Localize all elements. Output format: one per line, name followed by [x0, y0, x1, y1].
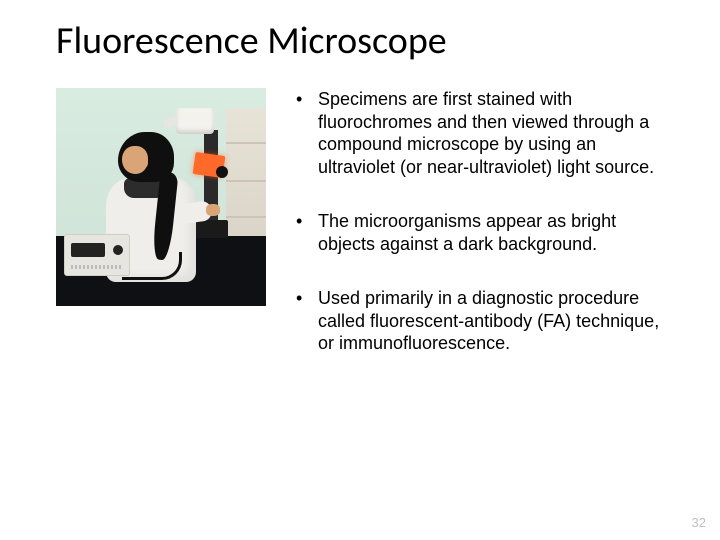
microscope-head [176, 108, 214, 134]
slide: Fluorescence Microscope [0, 0, 720, 540]
shelf-line [226, 216, 266, 218]
psu-display [71, 243, 105, 257]
fiber-cable [122, 252, 182, 280]
ear [140, 158, 148, 168]
shelf [226, 108, 266, 248]
psu-vent [71, 265, 121, 269]
slide-title: Fluorescence Microscope [56, 18, 676, 64]
bullet-item: Used primarily in a diagnostic procedure… [290, 287, 676, 355]
bullet-item: The microorganisms appear as bright obje… [290, 210, 676, 255]
power-supply [64, 234, 130, 276]
shelf-line [226, 142, 266, 144]
figure [56, 88, 266, 306]
page-number: 32 [692, 515, 706, 530]
content-row: Specimens are first stained with fluoroc… [56, 88, 676, 387]
shelf-line [226, 180, 266, 182]
focus-knob-icon [216, 166, 228, 178]
figure-illustration [56, 88, 266, 306]
bullet-list: Specimens are first stained with fluoroc… [290, 88, 676, 387]
hand [206, 204, 220, 216]
bullet-item: Specimens are first stained with fluoroc… [290, 88, 676, 178]
